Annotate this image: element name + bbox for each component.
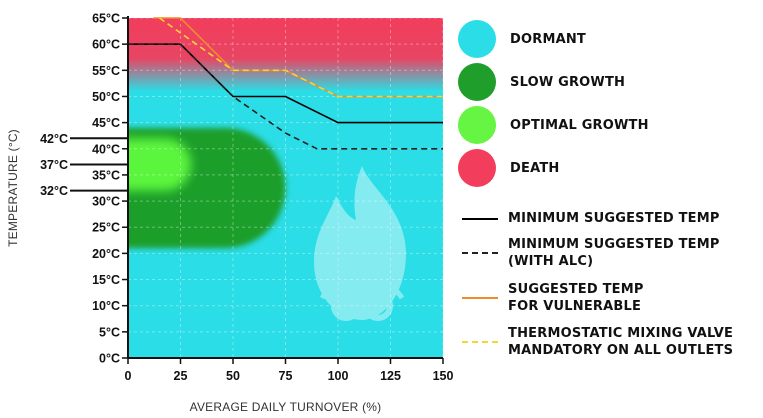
x-tick-label: 150 [433, 369, 454, 383]
legend-item-slow-growth: SLOW GROWTH [458, 63, 625, 101]
legend-label: SLOW GROWTH [510, 74, 626, 90]
x-tick-label: 25 [174, 369, 188, 383]
legend-swatch [458, 106, 496, 144]
legend-swatch [458, 63, 496, 101]
y-tick-label: 50°C [92, 90, 120, 104]
series-line-4 [159, 17, 443, 98]
annotation-label: 42°C [40, 132, 68, 146]
zone-death [128, 18, 443, 92]
flame-with-glasses-icon [314, 166, 406, 321]
zone-optimal-growth [128, 138, 191, 191]
x-tick-label: 0 [125, 369, 132, 383]
legend-label: OPTIMAL GROWTH [510, 117, 649, 133]
legend-line-swatch [462, 217, 498, 220]
legend-label: DORMANT [510, 31, 586, 47]
y-tick-label: 45°C [92, 116, 120, 130]
legend-line-swatch [462, 297, 498, 299]
annotation-label: 37°C [40, 158, 68, 172]
y-tick-label: 40°C [92, 142, 120, 156]
legend-item-line-1: MINIMUM SUGGESTED TEMP [458, 210, 720, 227]
legend-swatch [458, 20, 496, 58]
legend: DORMANT SLOW GROWTH OPTIMAL GROWTH DEATH MIN… [458, 0, 763, 418]
legend-item-dormant: DORMANT [458, 20, 586, 58]
x-tick-label: 125 [380, 369, 401, 383]
y-tick-label: 15°C [92, 273, 120, 287]
legend-swatch [458, 149, 496, 187]
legend-item-optimal-growth: OPTIMAL GROWTH [458, 106, 649, 144]
legend-label: THERMOSTATIC MIXING VALVE MANDATORY ON A… [508, 326, 734, 358]
series-line-2 [128, 43, 443, 150]
y-tick-label: 0°C [99, 352, 120, 366]
legend-line-swatch [462, 252, 498, 254]
y-axis-label: TEMPERATURE (°C) [6, 129, 20, 247]
y-tick-label: 65°C [92, 12, 120, 26]
x-tick-label: 50 [226, 369, 240, 383]
legend-line-swatch [462, 341, 498, 343]
legend-label: DEATH [510, 160, 560, 176]
y-tick-label: 10°C [92, 299, 120, 313]
x-tick-label: 75 [279, 369, 293, 383]
y-tick-label: 60°C [92, 38, 120, 52]
flame-shape [314, 166, 406, 320]
y-tick-label: 35°C [92, 168, 120, 182]
glasses-right-lens [363, 291, 393, 321]
y-tick-label: 20°C [92, 247, 120, 261]
legend-item-line-2: MINIMUM SUGGESTED TEMP (WITH ALC) [458, 236, 720, 270]
y-tick-label: 55°C [92, 64, 120, 78]
glasses-brows [319, 281, 405, 300]
y-tick-label: 25°C [92, 221, 120, 235]
legend-item-line-4: THERMOSTATIC MIXING VALVE MANDATORY ON A… [458, 325, 733, 359]
legend-label: MINIMUM SUGGESTED TEMP [508, 211, 720, 226]
x-tick-label: 100 [328, 369, 349, 383]
annotation-label: 32°C [40, 184, 68, 198]
y-tick-label: 30°C [92, 195, 120, 209]
legend-item-death: DEATH [458, 149, 559, 187]
x-axis-label: AVERAGE DAILY TURNOVER (%) [190, 400, 382, 414]
y-tick-label: 5°C [99, 325, 120, 339]
legend-item-line-3: SUGGESTED TEMP FOR VULNERABLE [458, 281, 644, 315]
legend-label: SUGGESTED TEMP FOR VULNERABLE [508, 282, 644, 314]
temperature-chart: 0°C 5°C 10°C 15°C 20°C 25°C 30°C 35°C 40°C 45°C 50… [6, 12, 454, 415]
glasses-left-lens [331, 291, 361, 321]
legend-label: MINIMUM SUGGESTED TEMP (WITH ALC) [508, 237, 720, 269]
series-line-3 [153, 17, 443, 98]
